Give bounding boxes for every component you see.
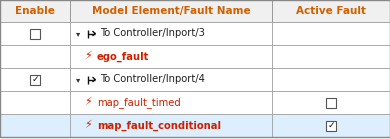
Text: ✓: ✓: [31, 75, 39, 84]
Bar: [272, 91, 390, 114]
Text: ✓: ✓: [327, 121, 335, 130]
Bar: [272, 45, 390, 68]
Text: ego_fault: ego_fault: [97, 51, 149, 62]
Bar: [0, 91, 70, 114]
Text: ⚡: ⚡: [84, 121, 92, 131]
Text: To Controller/Inport/3: To Controller/Inport/3: [100, 28, 205, 39]
Bar: [272, 114, 390, 137]
Bar: [0, 0, 70, 22]
Bar: [30, 28, 40, 39]
Bar: [272, 22, 390, 45]
Text: ▾: ▾: [76, 29, 80, 38]
Bar: [0, 68, 70, 91]
Text: ⚡: ⚡: [84, 97, 92, 107]
Text: To Controller/Inport/4: To Controller/Inport/4: [100, 75, 205, 85]
Text: Active Fault: Active Fault: [296, 6, 366, 16]
Bar: [0, 114, 70, 137]
Bar: [0, 45, 70, 68]
Bar: [70, 91, 272, 114]
Bar: [70, 22, 272, 45]
Bar: [70, 114, 272, 137]
Text: map_fault_timed: map_fault_timed: [97, 97, 181, 108]
Bar: [326, 121, 336, 131]
Bar: [70, 68, 272, 91]
Bar: [70, 0, 272, 22]
Bar: [326, 97, 336, 107]
Bar: [30, 75, 40, 85]
Text: ▾: ▾: [76, 75, 80, 84]
Text: map_fault_conditional: map_fault_conditional: [97, 120, 221, 131]
Bar: [272, 0, 390, 22]
Bar: [272, 68, 390, 91]
Bar: [70, 45, 272, 68]
Text: Model Element/Fault Name: Model Element/Fault Name: [92, 6, 250, 16]
Text: Enable: Enable: [15, 6, 55, 16]
Bar: [0, 22, 70, 45]
Text: ⚡: ⚡: [84, 52, 92, 61]
